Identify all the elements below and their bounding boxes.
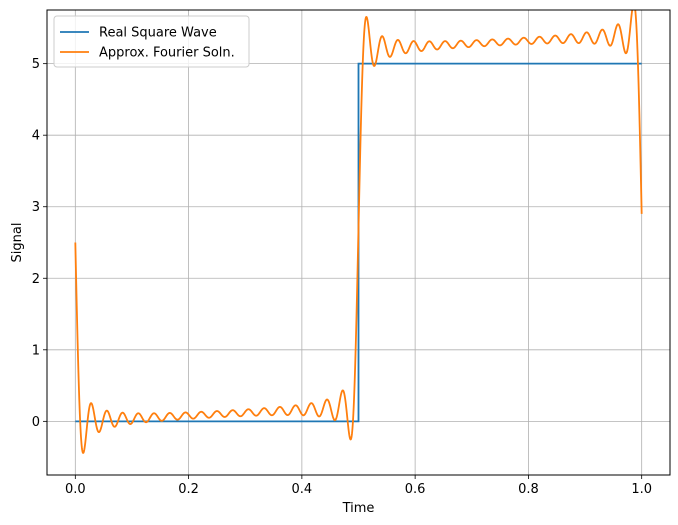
y-tick-label: 1 (32, 343, 40, 358)
y-axis-title: Signal (10, 223, 25, 263)
x-tick-label: 1.0 (631, 482, 652, 497)
x-axis-title: Time (342, 501, 375, 516)
legend-label-real-square-wave: Real Square Wave (99, 26, 217, 41)
series-layer (74, 10, 643, 454)
y-tick-label: 4 (32, 129, 40, 144)
x-tick-label: 0.2 (178, 482, 199, 497)
x-tick-label: 0.4 (292, 482, 313, 497)
plot-frame (46, 9, 671, 476)
y-tick-label: 3 (32, 200, 40, 215)
y-axis: 0 1 2 3 4 5 (32, 57, 47, 430)
y-tick-label: 2 (32, 272, 40, 287)
x-tick-label: 0.8 (518, 482, 539, 497)
y-tick-label: 5 (32, 57, 40, 72)
series-fourier-approximation (74, 10, 643, 454)
x-tick-label: 0.6 (405, 482, 426, 497)
legend-label-fourier-approximation: Approx. Fourier Soln. (99, 46, 235, 61)
x-tick-label: 0.0 (65, 482, 86, 497)
y-tick-label: 0 (32, 415, 40, 430)
x-axis: 0.0 0.2 0.4 0.6 0.8 1.0 (65, 475, 652, 497)
legend-box (53, 15, 250, 68)
legend: Real Square Wave Approx. Fourier Soln. (53, 15, 250, 68)
